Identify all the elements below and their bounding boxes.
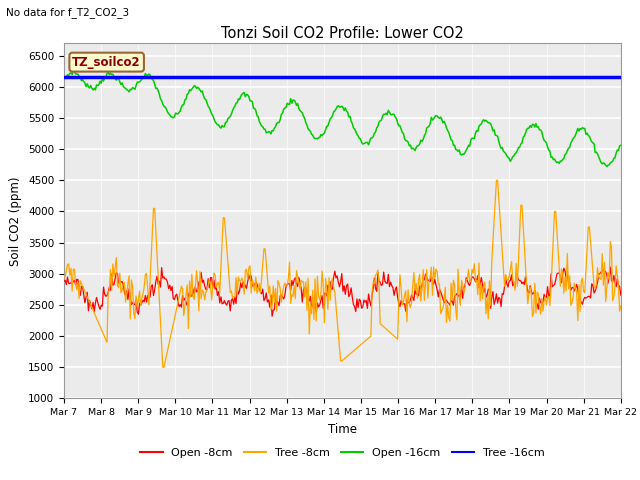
X-axis label: Time: Time — [328, 423, 357, 436]
Title: Tonzi Soil CO2 Profile: Lower CO2: Tonzi Soil CO2 Profile: Lower CO2 — [221, 25, 464, 41]
Legend: Open -8cm, Tree -8cm, Open -16cm, Tree -16cm: Open -8cm, Tree -8cm, Open -16cm, Tree -… — [136, 443, 549, 462]
Text: TZ_soilco2: TZ_soilco2 — [72, 56, 141, 69]
Text: No data for f_T2_CO2_3: No data for f_T2_CO2_3 — [6, 7, 129, 18]
Y-axis label: Soil CO2 (ppm): Soil CO2 (ppm) — [10, 176, 22, 265]
